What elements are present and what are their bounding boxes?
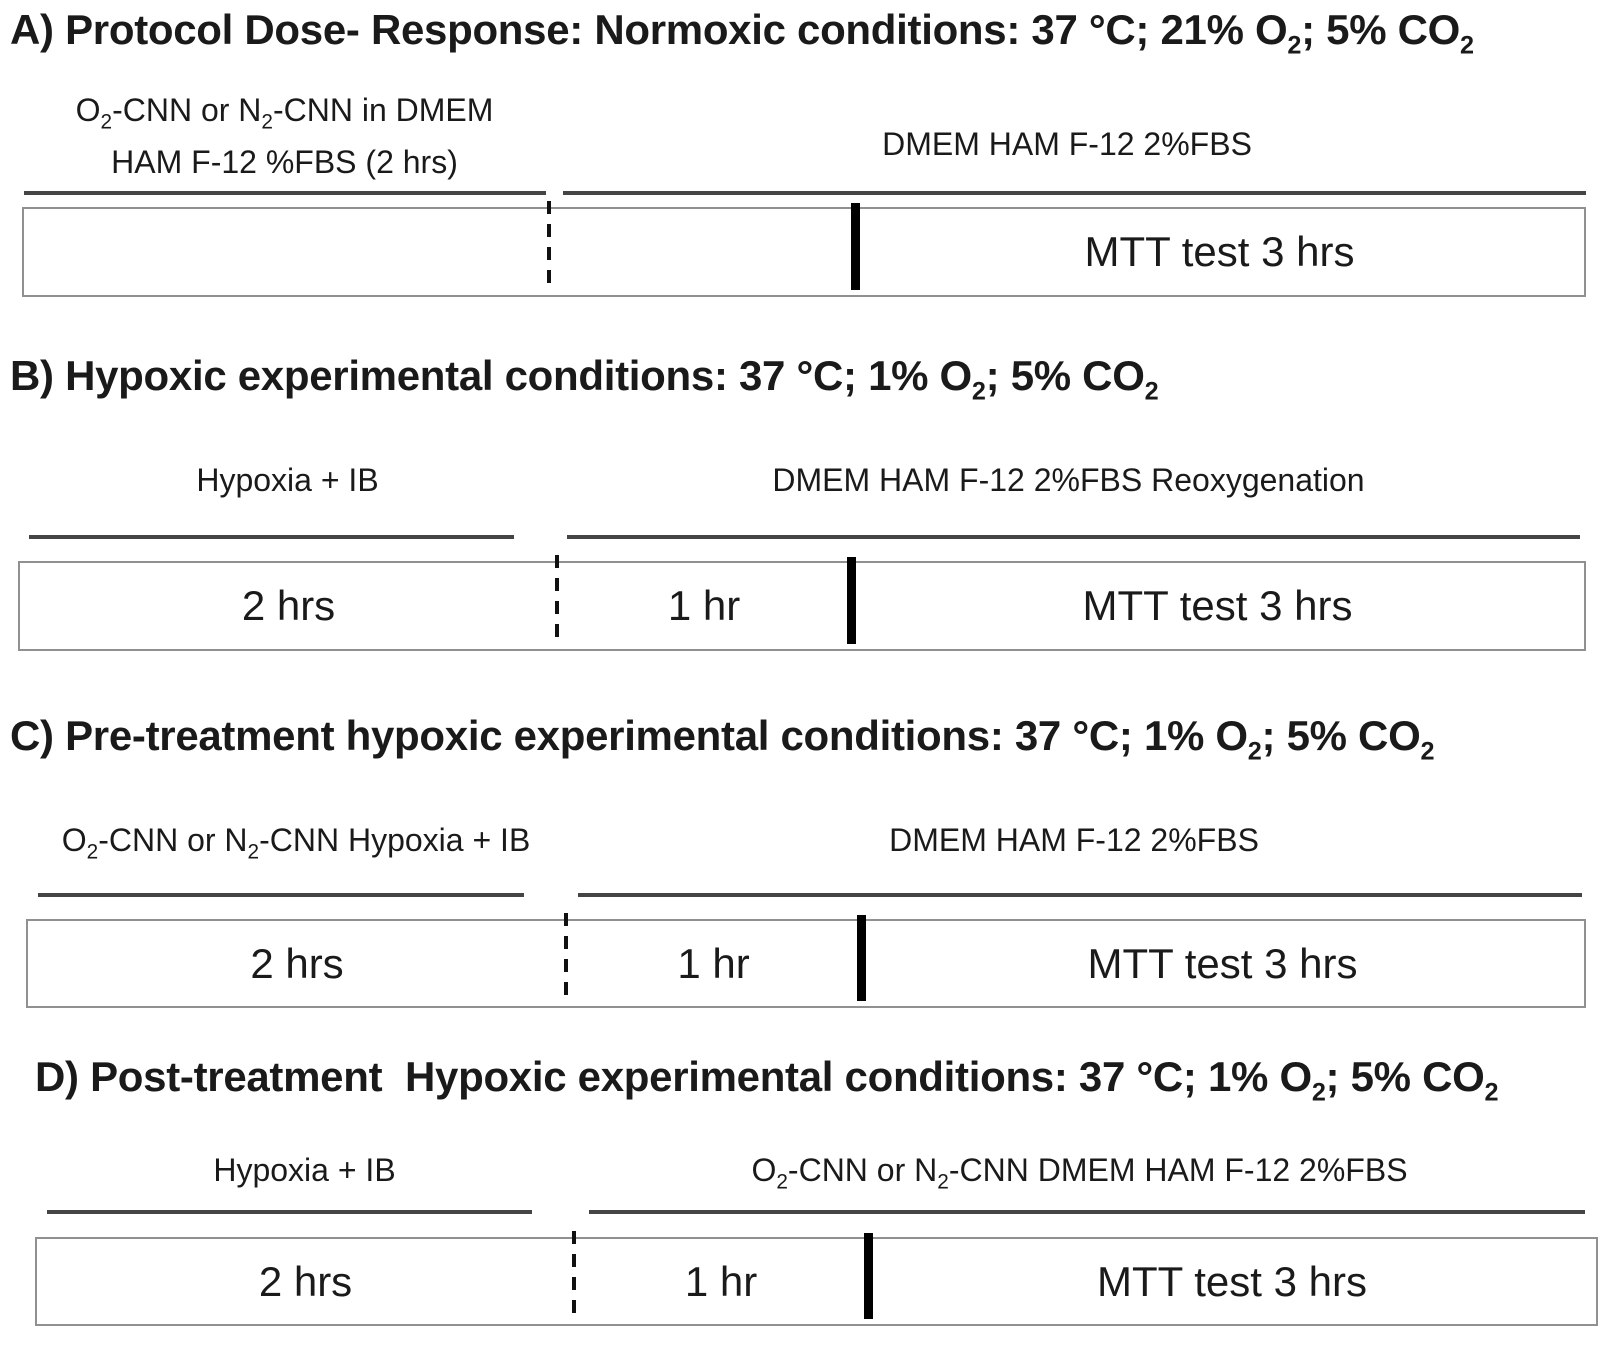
panel-d: D) Post-treatment Hypoxic experimental c… xyxy=(0,1040,1617,1348)
solid-divider xyxy=(847,557,856,644)
panel-d-right-phase-label: O2-CNN or N2-CNN DMEM HAM F-12 2%FBS xyxy=(574,1144,1585,1196)
solid-divider xyxy=(851,203,860,290)
right-phase-overline xyxy=(578,893,1582,897)
panel-a-left-phase-label: O2-CNN or N2-CNN in DMEM HAM F-12 %FBS (… xyxy=(22,84,547,188)
timeline-segment-middle: 1 hr xyxy=(667,582,741,629)
label-line: DMEM HAM F-12 2%FBS xyxy=(882,126,1252,162)
timeline-box: 2 hrs 1 hr MTT test 3 hrs xyxy=(35,1231,1598,1326)
timeline-segment-middle: 1 hr xyxy=(677,939,750,987)
label-line: O2-CNN or N2-CNN DMEM HAM F-12 2%FBS xyxy=(751,1152,1408,1194)
timeline-segment-treatment: 2 hrs xyxy=(250,939,344,987)
label-line: DMEM HAM F-12 2%FBS Reoxygenation xyxy=(772,462,1365,498)
panel-b-right-phase-label: DMEM HAM F-12 2%FBS Reoxygenation xyxy=(557,454,1580,506)
panel-c: C) Pre-treatment hypoxic experimental co… xyxy=(0,690,1617,1040)
solid-divider xyxy=(857,915,866,1001)
dashed-divider xyxy=(564,913,568,1001)
timeline-segment-mtt: MTT test 3 hrs xyxy=(1097,1257,1367,1305)
left-phase-overline xyxy=(38,893,524,897)
panel-b-left-phase-label: Hypoxia + IB xyxy=(18,454,557,506)
panel-d-title: D) Post-treatment Hypoxic experimental c… xyxy=(35,1053,1499,1107)
timeline-segment-treatment xyxy=(24,209,549,295)
solid-divider xyxy=(864,1233,873,1319)
timeline-segment-mtt: MTT test 3 hrs xyxy=(1087,939,1358,987)
timeline-segment-mtt: MTT test 3 hrs xyxy=(1082,582,1353,629)
panel-d-left-phase-label: Hypoxia + IB xyxy=(35,1144,574,1196)
left-phase-overline xyxy=(29,535,514,539)
panel-c-right-phase-label: DMEM HAM F-12 2%FBS xyxy=(566,814,1582,866)
timeline-segment-treatment: 2 hrs xyxy=(241,582,336,629)
label-line: DMEM HAM F-12 2%FBS xyxy=(889,822,1259,858)
timeline-segment-treatment: 2 hrs xyxy=(258,1257,353,1305)
right-phase-overline xyxy=(567,535,1580,539)
timeline-segment-mtt: MTT test 3 hrs xyxy=(1084,228,1355,275)
left-phase-overline xyxy=(24,191,546,195)
timeline-box: 2 hrs 1 hr MTT test 3 hrs xyxy=(26,913,1586,1008)
dashed-divider xyxy=(547,201,551,290)
label-line: Hypoxia + IB xyxy=(213,1152,396,1188)
timeline-box: MTT test 3 hrs xyxy=(22,201,1586,297)
panel-c-left-phase-label: O2-CNN or N2-CNN Hypoxia + IB xyxy=(26,814,566,866)
panel-c-title: C) Pre-treatment hypoxic experimental co… xyxy=(10,712,1435,766)
panel-a-right-phase-label: DMEM HAM F-12 2%FBS xyxy=(547,118,1587,170)
timeline-box: 2 hrs 1 hr MTT test 3 hrs xyxy=(18,555,1586,651)
label-line: O2-CNN or N2-CNN Hypoxia + IB xyxy=(61,822,531,864)
label-line: Hypoxia + IB xyxy=(196,462,379,498)
left-phase-overline xyxy=(47,1210,532,1214)
panel-b: B) Hypoxic experimental conditions: 37 °… xyxy=(0,340,1617,690)
panel-b-title: B) Hypoxic experimental conditions: 37 °… xyxy=(10,352,1159,406)
dashed-divider xyxy=(555,555,559,644)
panel-a-title: A) Protocol Dose- Response: Normoxic con… xyxy=(10,6,1474,60)
label-line: HAM F-12 %FBS (2 hrs) xyxy=(111,144,458,180)
dashed-divider xyxy=(572,1231,576,1319)
label-line: O2-CNN or N2-CNN in DMEM xyxy=(75,92,494,134)
panel-a: A) Protocol Dose- Response: Normoxic con… xyxy=(0,0,1617,340)
right-phase-overline xyxy=(563,191,1586,195)
right-phase-overline xyxy=(589,1210,1585,1214)
timeline-segment-middle xyxy=(549,209,855,295)
timeline-segment-middle: 1 hr xyxy=(684,1257,758,1305)
